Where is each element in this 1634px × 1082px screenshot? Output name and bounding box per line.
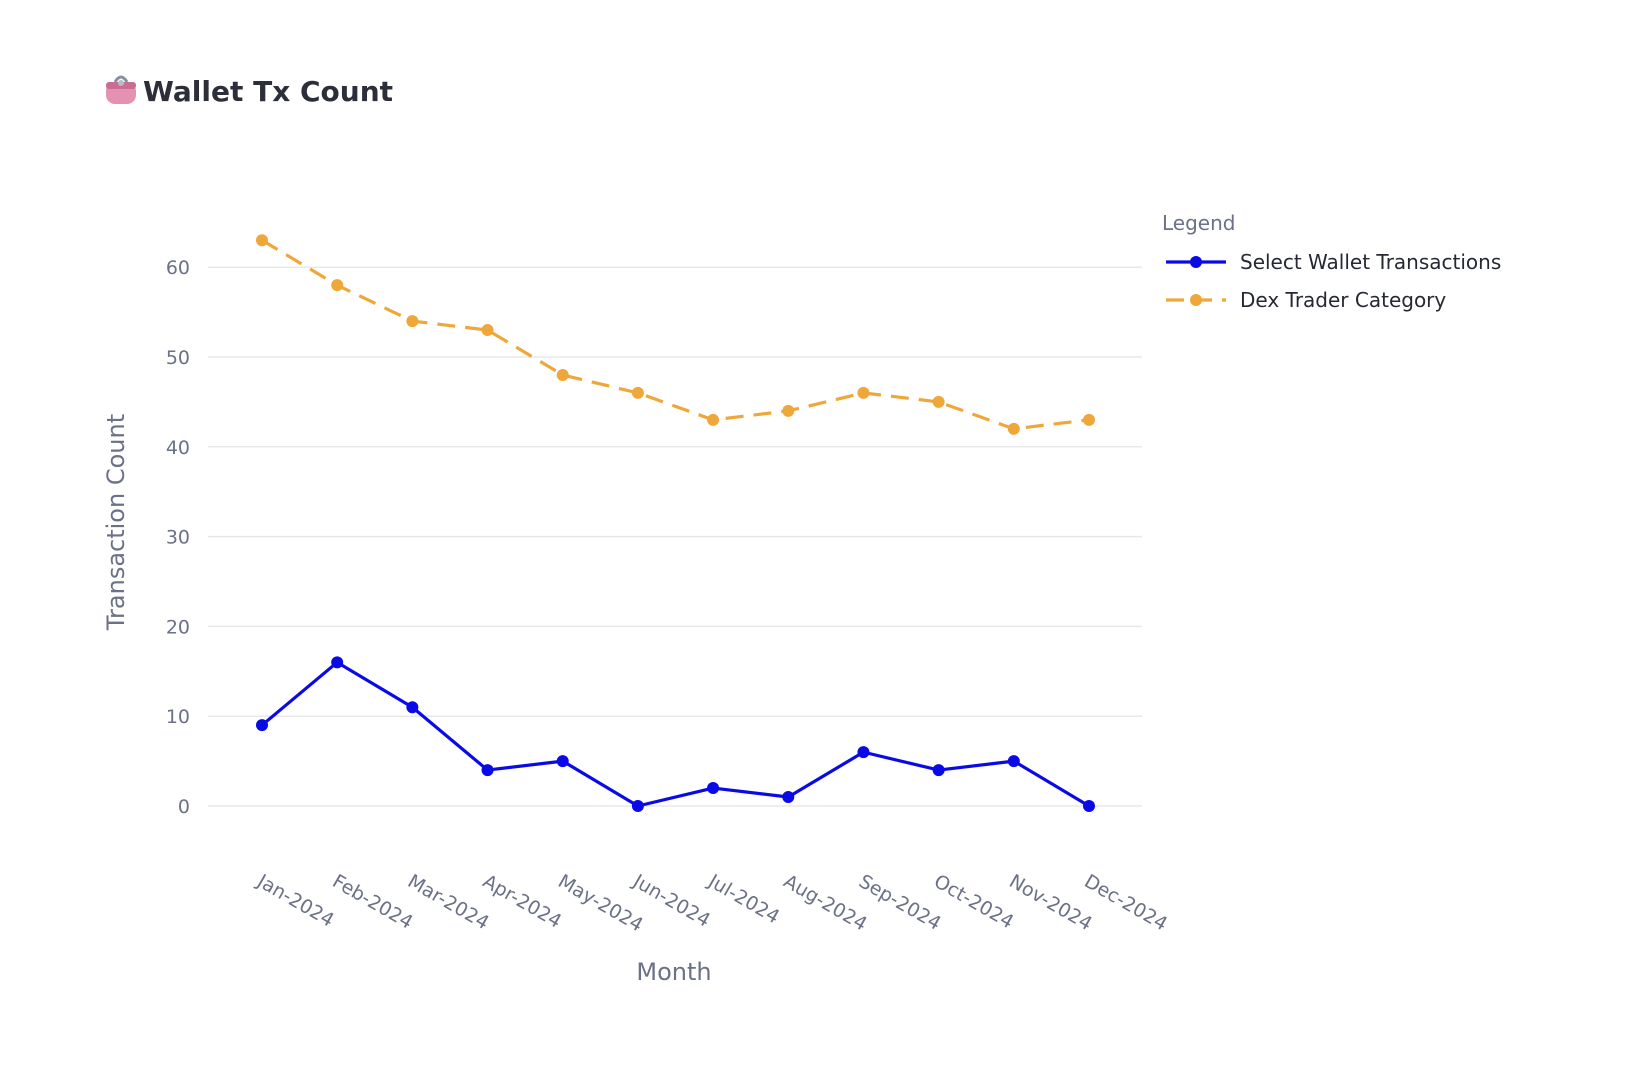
- data-point: [406, 315, 419, 328]
- y-tick-label: 20: [166, 616, 190, 638]
- data-point: [481, 764, 494, 777]
- data-point: [481, 324, 494, 337]
- legend-swatch-marker: [1190, 294, 1202, 306]
- series-select-wallet-transactions: [256, 656, 1095, 812]
- x-tick-label: May-2024: [554, 870, 647, 936]
- legend-item: Dex Trader Category: [1166, 288, 1446, 312]
- data-point: [782, 404, 795, 417]
- y-tick-label: 30: [166, 527, 190, 549]
- data-point: [1083, 413, 1095, 426]
- data-point: [857, 386, 870, 399]
- x-tick-label: Jan-2024: [253, 870, 338, 932]
- x-tick-label: Feb-2024: [329, 870, 417, 933]
- chart-title: Wallet Tx Count: [143, 75, 393, 108]
- x-tick-label: Aug-2024: [780, 870, 871, 935]
- data-point: [1007, 422, 1020, 435]
- y-tick-label: 60: [166, 257, 190, 279]
- y-tick-label: 0: [178, 796, 190, 818]
- series-line: [261, 238, 1090, 431]
- x-tick-label: Apr-2024: [479, 870, 565, 932]
- y-tick-label: 40: [166, 437, 190, 459]
- x-tick-label: Jul-2024: [704, 870, 784, 929]
- data-point: [707, 413, 720, 426]
- chart-header: Wallet Tx Count: [106, 75, 393, 108]
- data-point: [932, 764, 945, 777]
- legend-swatch-marker: [1190, 256, 1202, 268]
- data-point: [707, 782, 720, 795]
- legend-item-label: Dex Trader Category: [1240, 288, 1446, 312]
- data-point: [857, 746, 870, 759]
- x-tick-label: Sep-2024: [855, 870, 945, 935]
- legend: Legend Select Wallet Transactions Dex Tra…: [1162, 211, 1501, 312]
- data-point: [256, 719, 268, 732]
- x-tick-label: Nov-2024: [1005, 870, 1095, 935]
- y-tick-label: 10: [166, 706, 190, 728]
- data-point: [782, 791, 795, 804]
- data-point: [631, 800, 644, 812]
- data-point: [631, 386, 644, 399]
- purse-icon: [106, 75, 136, 104]
- data-point: [932, 395, 945, 408]
- series-line: [260, 660, 1090, 808]
- data-point: [556, 368, 569, 381]
- legend-item-label: Select Wallet Transactions: [1240, 250, 1501, 274]
- data-point: [556, 755, 569, 768]
- data-point: [256, 234, 268, 247]
- legend-item: Select Wallet Transactions: [1166, 250, 1501, 274]
- y-tick-label: 50: [166, 347, 190, 369]
- data-point: [406, 701, 419, 714]
- y-axis-ticks: 0 10 20 30 40 50 60: [166, 257, 190, 818]
- y-axis-title: Transaction Count: [102, 414, 130, 631]
- series-dex-trader-category: [256, 234, 1095, 435]
- data-point: [1007, 755, 1020, 768]
- gridlines: [208, 266, 1142, 807]
- x-axis-title: Month: [636, 958, 711, 986]
- data-point: [331, 279, 344, 292]
- x-tick-label: Oct-2024: [930, 870, 1017, 933]
- data-point: [331, 656, 344, 669]
- series-layer: [256, 234, 1095, 812]
- data-point: [1083, 800, 1095, 812]
- x-tick-label: Mar-2024: [404, 870, 493, 934]
- x-tick-label: Dec-2024: [1081, 870, 1172, 935]
- x-axis-ticks: Jan-2024Feb-2024Mar-2024Apr-2024May-2024…: [253, 870, 1172, 937]
- legend-title: Legend: [1162, 211, 1235, 235]
